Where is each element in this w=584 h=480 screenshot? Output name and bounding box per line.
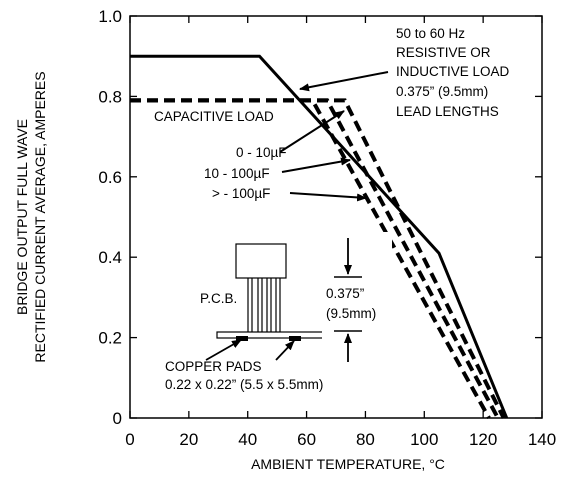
y-tick-label: 0.6 (98, 168, 122, 187)
lead-length-bg (322, 232, 392, 362)
copper-pad-right (289, 336, 301, 341)
copper-pads-label-line-2: 0.22 x 0.22” (5.5 x 5.5mm) (165, 377, 323, 392)
cap-10-100-bg (200, 164, 284, 182)
y-axis-title-line-1: BRIDGE OUTPUT FULL WAVE (14, 119, 30, 315)
x-tick-label: 60 (297, 430, 316, 449)
resistive-load-annotation: 50 to 60 Hz RESISTIVE OR INDUCTIVE LOAD … (299, 26, 510, 119)
resistive-label-line-5: LEAD LENGTHS (396, 104, 499, 119)
y-tick-label: 0.8 (98, 87, 122, 106)
cap-10-100-arrow (281, 157, 351, 173)
cap-gt-100-bg (208, 184, 292, 202)
x-axis-title: AMBIENT TEMPERATURE, °C (251, 456, 445, 472)
cap-gt-100-label: > - 100µF (212, 186, 270, 201)
capacitive-label: CAPACITIVE LOAD (154, 109, 274, 124)
capacitance-labels: 0 - 10µF 10 - 100µF > - 100µF (200, 110, 367, 202)
series-cap_gt_100 (130, 98, 506, 419)
plot-frame (129, 15, 543, 419)
x-tick-label: 80 (356, 430, 375, 449)
pcb-label: P.C.B. (200, 291, 237, 306)
cap-gt-100-arrow (289, 192, 367, 202)
bridge-leads (247, 278, 281, 332)
series-resistive (130, 54, 509, 419)
copper-pad-arrow-right (275, 340, 295, 361)
x-tick-label: 0 (125, 430, 134, 449)
x-tick-label: 120 (469, 430, 497, 449)
bridge-body (235, 243, 287, 279)
cap-0-10-arrow (279, 110, 345, 153)
resistive-arrow (299, 71, 389, 92)
axis-tick-labels: 0 20 40 60 80 100 120 140 0 0.2 0.4 0.6 0.8 1.0 (98, 7, 556, 449)
pcb-board (216, 331, 325, 339)
series-layer (130, 54, 509, 419)
copper-pad-left (236, 336, 248, 341)
x-tick-label: 40 (238, 430, 257, 449)
resistive-label-line-2: RESISTIVE OR (396, 45, 491, 60)
resistive-label-line-4: 0.375” (9.5mm) (396, 84, 488, 99)
y-tick-label: 1.0 (98, 7, 122, 26)
lead-length-label-line-1: 0.375” (326, 286, 364, 301)
y-tick-label: 0.4 (98, 248, 122, 267)
lead-length-label-line-2: (9.5mm) (326, 306, 376, 321)
x-tick-label: 100 (410, 430, 438, 449)
resistive-label-line-3: INDUCTIVE LOAD (396, 64, 510, 79)
lead-length-dimension: 0.375” (9.5mm) (322, 232, 392, 362)
x-tick-label: 20 (179, 430, 198, 449)
resistive-label-line-1: 50 to 60 Hz (396, 26, 465, 41)
y-axis-title-line-2: RECTIFIED CURRENT AVERAGE, AMPERES (32, 71, 48, 362)
y-tick-label: 0.2 (98, 329, 122, 348)
capacitive-load-annotation: CAPACITIVE LOAD (150, 106, 300, 126)
capacitive-label-bg (150, 106, 300, 126)
y-tick-label: 0 (113, 409, 122, 428)
copper-pad-arrow-left (205, 339, 242, 361)
cap-0-10-bg (232, 143, 294, 161)
x-tick-label: 140 (528, 430, 556, 449)
cap-0-10-label: 0 - 10µF (236, 145, 287, 160)
copper-pads-label-line-1: COPPER PADS (165, 359, 262, 374)
cap-10-100-label: 10 - 100µF (204, 166, 270, 181)
axis-ticks (129, 15, 543, 419)
